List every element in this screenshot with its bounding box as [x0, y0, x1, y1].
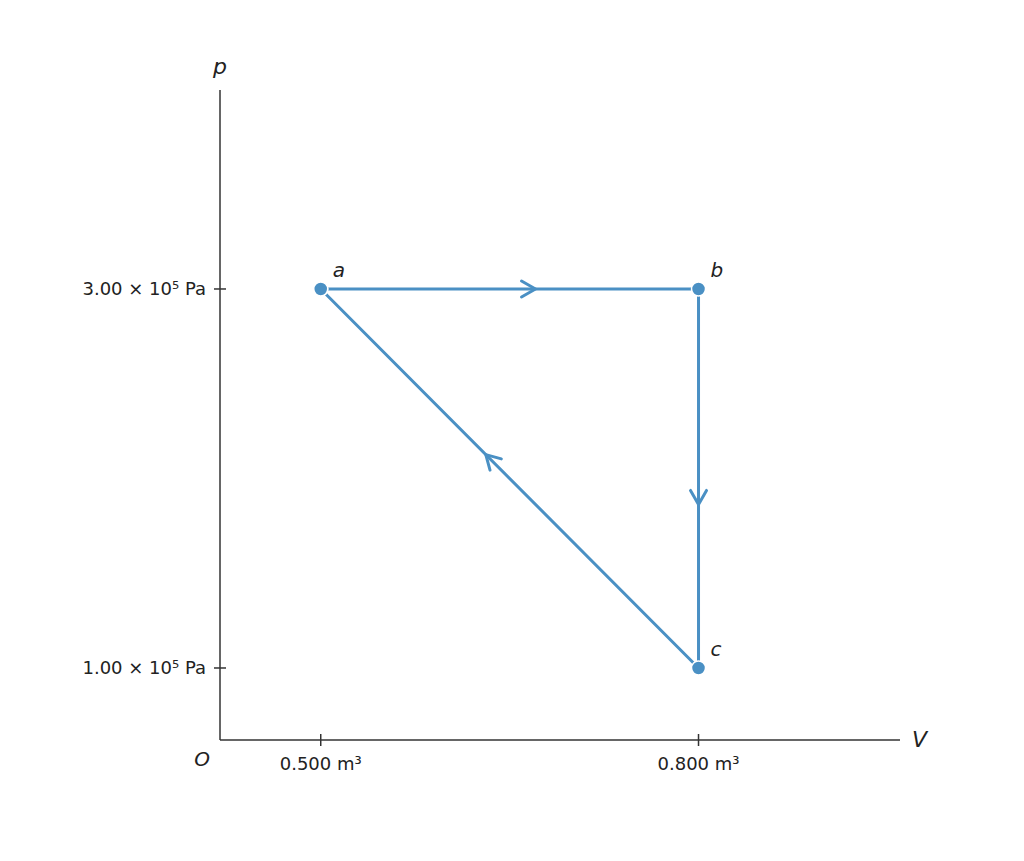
y-axis	[219, 90, 221, 740]
annotation: b	[711, 258, 724, 282]
y-tick	[214, 288, 226, 290]
point	[692, 661, 706, 675]
direction-arrow	[486, 455, 502, 471]
x-tick-label: 0.500 m³	[280, 753, 362, 774]
x-tick-label: 0.800 m³	[658, 753, 740, 774]
x-tick	[698, 734, 700, 746]
y-tick	[214, 667, 226, 669]
direction-arrow	[522, 281, 536, 297]
point	[314, 282, 328, 296]
y-tick-label: 1.00 × 10⁵ Pa	[82, 657, 206, 678]
y-axis-label: p	[212, 54, 227, 79]
x-axis	[220, 739, 900, 741]
point	[314, 282, 328, 296]
annotation: O	[194, 747, 210, 771]
annotation: c	[711, 637, 722, 661]
x-tick	[320, 734, 322, 746]
chart: 0.500 m³ 0.800 m³ 1.00 × 10⁵ Pa 3.00 × 10⁵ …	[0, 0, 1024, 861]
x-axis-label: V	[912, 727, 929, 752]
annotation: a	[333, 258, 345, 282]
y-tick-label: 3.00 × 10⁵ Pa	[82, 278, 206, 299]
point	[692, 282, 706, 296]
cycle-line	[321, 289, 699, 668]
plot-area	[314, 281, 707, 675]
direction-arrow	[691, 490, 707, 504]
